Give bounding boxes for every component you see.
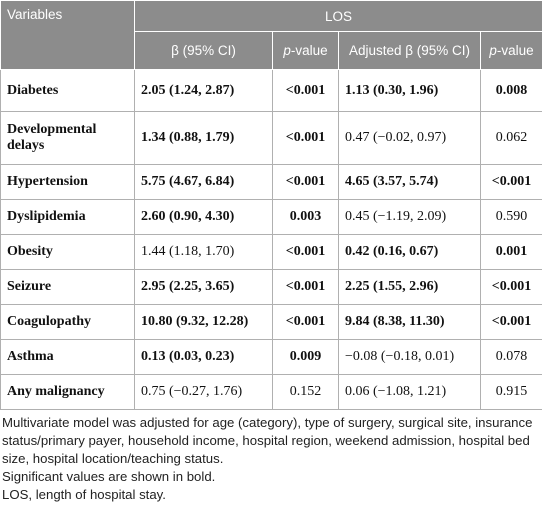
value-cell: 1.34 (0.88, 1.79) — [134, 111, 273, 165]
table-row: Developmental delays 1.34 (0.88, 1.79) <0.… — [0, 111, 542, 165]
table-row: Hypertension 5.75 (4.67, 6.84) <0.001 4.65 … — [0, 164, 542, 200]
table-row: Dyslipidemia 2.60 (0.90, 4.30) 0.003 0.45 (… — [0, 199, 542, 235]
footnote: LOS, length of hospital stay. — [2, 487, 166, 502]
table-row: Coagulopathy 10.80 (9.32, 12.28) <0.001 9.8… — [0, 304, 542, 340]
column-header: Adjusted β (95% CI) — [338, 31, 481, 70]
column-header-text: p-value — [489, 43, 534, 58]
value-cell: 4.65 (3.57, 5.74) — [338, 164, 481, 200]
column-header-text: p-value — [283, 43, 328, 58]
value-cell: <0.001 — [272, 234, 339, 270]
variable-cell: Any malignancy — [0, 374, 135, 410]
value-cell: 9.84 (8.38, 11.30) — [338, 304, 481, 340]
value-cell: 0.45 (−1.19, 2.09) — [338, 199, 481, 235]
value-cell: 1.13 (0.30, 1.96) — [338, 69, 481, 112]
value-cell: <0.001 — [479, 164, 542, 200]
value-cell: 0.590 — [479, 199, 542, 235]
value-cell: 0.078 — [479, 339, 542, 375]
variable-cell: Seizure — [0, 269, 135, 305]
value-cell: <0.001 — [479, 304, 542, 340]
value-cell: 2.05 (1.24, 2.87) — [134, 69, 273, 112]
variable-cell: Obesity — [0, 234, 135, 270]
header-group: LOS — [133, 0, 542, 32]
value-cell: 0.003 — [272, 199, 339, 235]
value-cell: <0.001 — [479, 269, 542, 305]
value-cell: 0.008 — [479, 69, 542, 112]
value-cell: 2.25 (1.55, 2.96) — [338, 269, 481, 305]
variable-cell: Asthma — [0, 339, 135, 375]
value-cell: 0.75 (−0.27, 1.76) — [134, 374, 273, 410]
value-cell: 0.06 (−1.08, 1.21) — [338, 374, 481, 410]
value-cell: <0.001 — [272, 69, 339, 112]
value-cell: <0.001 — [272, 304, 339, 340]
value-cell: <0.001 — [272, 111, 339, 165]
value-cell: 0.915 — [479, 374, 542, 410]
table-row: Seizure 2.95 (2.25, 3.65) <0.001 2.25 (1.55… — [0, 269, 542, 305]
value-cell: 2.60 (0.90, 4.30) — [134, 199, 273, 235]
column-header: β (95% CI) — [134, 31, 273, 70]
column-header: p-value — [272, 31, 339, 70]
value-cell: 1.44 (1.18, 1.70) — [134, 234, 273, 270]
column-header-text: β (95% CI) — [171, 43, 236, 58]
value-cell: 0.47 (−0.02, 0.97) — [338, 111, 481, 165]
value-cell: 2.95 (2.25, 3.65) — [134, 269, 273, 305]
footnote: Significant values are shown in bold. — [2, 469, 216, 484]
column-header: p-value — [479, 31, 542, 70]
variable-cell: Coagulopathy — [0, 304, 135, 340]
table-row: Obesity 1.44 (1.18, 1.70) <0.001 0.42 (0.16… — [0, 234, 542, 270]
header-variables: Variables — [0, 0, 135, 70]
value-cell: 0.062 — [479, 111, 542, 165]
value-cell: 0.13 (0.03, 0.23) — [134, 339, 273, 375]
column-header-text: Adjusted β (95% CI) — [348, 43, 471, 58]
value-cell: −0.08 (−0.18, 0.01) — [338, 339, 481, 375]
table-row: Diabetes 2.05 (1.24, 2.87) <0.001 1.13 (0.3… — [0, 69, 542, 112]
table-row: Any malignancy 0.75 (−0.27, 1.76) 0.152 0.0… — [0, 374, 542, 410]
table-row: Asthma 0.13 (0.03, 0.23) 0.009 −0.08 (−0.18… — [0, 339, 542, 375]
value-cell: 0.001 — [479, 234, 542, 270]
variable-cell: Diabetes — [0, 69, 135, 112]
value-cell: <0.001 — [272, 269, 339, 305]
variable-cell: Developmental delays — [0, 111, 135, 165]
footnote: Multivariate model was adjusted for age … — [2, 415, 533, 466]
results-table: Variables LOS β (95% CI) p-value Adjusted … — [0, 0, 542, 410]
variable-cell: Dyslipidemia — [0, 199, 135, 235]
variable-cell: Hypertension — [0, 164, 135, 200]
value-cell: 5.75 (4.67, 6.84) — [134, 164, 273, 200]
value-cell: 0.42 (0.16, 0.67) — [338, 234, 481, 270]
value-cell: 0.009 — [272, 339, 339, 375]
value-cell: 0.152 — [272, 374, 339, 410]
value-cell: 10.80 (9.32, 12.28) — [134, 304, 273, 340]
footnotes: Multivariate model was adjusted for age … — [0, 410, 542, 504]
value-cell: <0.001 — [272, 164, 339, 200]
